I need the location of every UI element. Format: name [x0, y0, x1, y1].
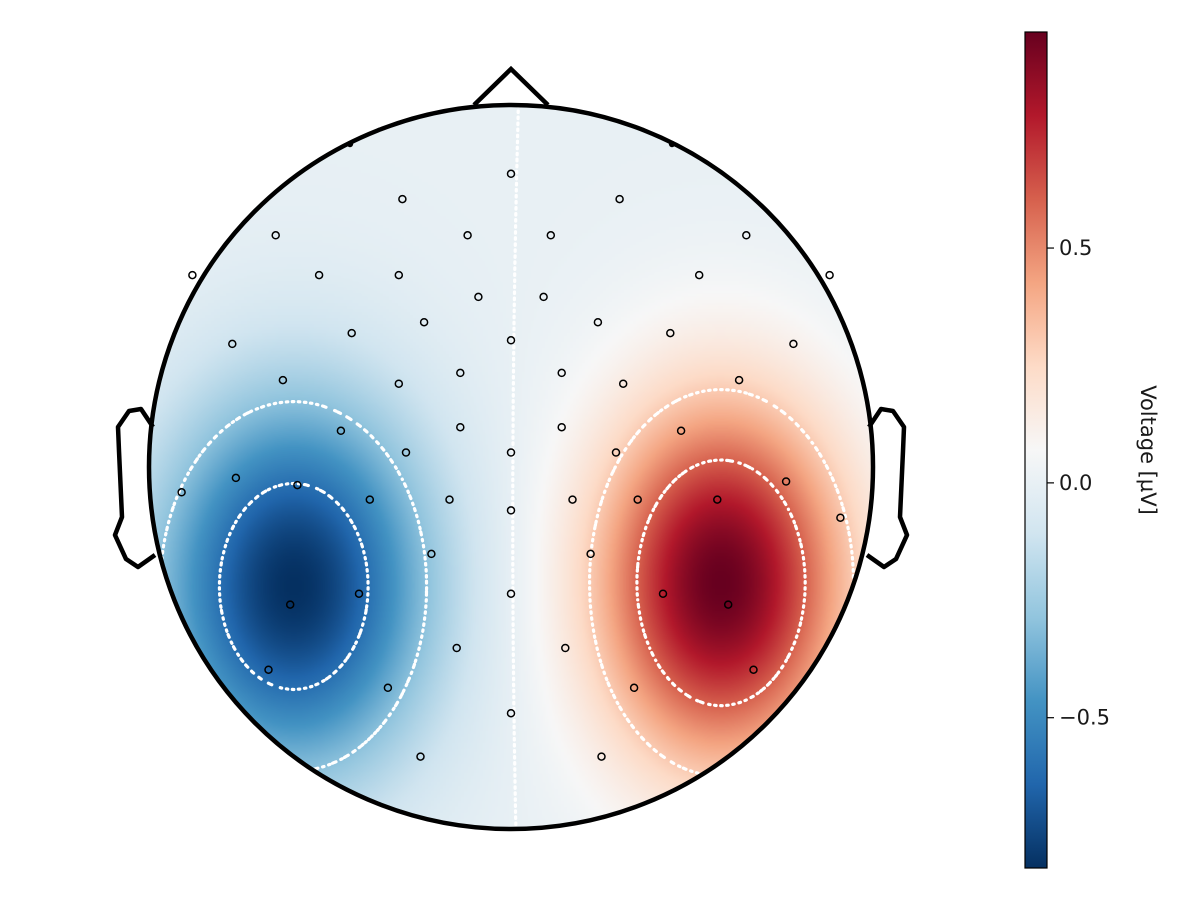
- electrode-marker: [561, 643, 570, 653]
- electrode-marker: [568, 495, 577, 504]
- electrode-marker: [271, 231, 280, 240]
- electrode-marker: [474, 292, 483, 302]
- electrode-marker: [506, 169, 516, 179]
- electrode-marker: [394, 270, 404, 280]
- electrode-marker: [347, 328, 356, 338]
- colorbar-tick-label: 0.0: [1059, 471, 1092, 495]
- electrode-marker: [615, 194, 624, 204]
- colorbar-gradient: [1025, 32, 1047, 868]
- electrode-marker: [452, 643, 461, 653]
- electrode-marker: [336, 426, 346, 436]
- electrode-marker: [836, 513, 845, 522]
- electrode-marker: [666, 328, 675, 338]
- electrode-marker: [723, 600, 733, 609]
- electrode-marker: [734, 375, 744, 385]
- colorbar: 0.5 0.0 −0.5 Voltage [µV]: [1024, 31, 1160, 869]
- electrode-marker: [546, 231, 556, 240]
- electrode-marker: [456, 422, 465, 432]
- electrode-marker: [506, 448, 516, 457]
- electrode-marker: [633, 495, 642, 504]
- colorbar-tick-label: 0.5: [1059, 236, 1092, 260]
- electrode-marker: [383, 683, 393, 693]
- electrode-marker: [713, 495, 722, 504]
- electrode-marker: [231, 473, 241, 483]
- electrode-marker: [658, 589, 668, 598]
- electrode-marker: [456, 368, 465, 378]
- electrode-marker: [394, 379, 404, 388]
- electrode-marker: [597, 752, 606, 761]
- electrode-marker: [419, 317, 429, 327]
- electrode-markers: [177, 169, 845, 761]
- electrode-marker: [506, 336, 516, 345]
- electrode-marker: [398, 194, 407, 204]
- electrode-marker: [506, 589, 516, 598]
- fiducial-right: [668, 140, 676, 148]
- electrode-marker: [506, 506, 516, 515]
- electrode-marker: [611, 448, 621, 457]
- electrode-marker: [177, 488, 186, 497]
- colorbar-frame: [1024, 31, 1048, 869]
- electrode-marker: [539, 292, 548, 302]
- electrode-marker: [416, 752, 425, 761]
- voltage-heatmap: [149, 105, 873, 829]
- electrode-marker: [825, 270, 834, 280]
- electrode-marker: [749, 665, 758, 674]
- electrode-marker: [586, 549, 595, 559]
- head-outline: [112, 65, 910, 832]
- electrode-marker: [506, 708, 516, 718]
- electrode-marker: [401, 448, 411, 457]
- colorbar-ticks: 0.5 0.0 −0.5: [1047, 236, 1110, 730]
- electrode-marker: [618, 379, 628, 388]
- electrode-marker: [285, 600, 295, 609]
- electrode-marker: [789, 339, 798, 349]
- electrode-marker: [676, 426, 686, 436]
- topomap-plot: [112, 65, 910, 832]
- electrode-marker: [694, 270, 704, 280]
- left-ear-outline: [112, 406, 157, 570]
- electrode-marker: [365, 495, 375, 504]
- right-ear-outline: [865, 406, 910, 570]
- electrode-marker: [742, 231, 751, 240]
- fiducial-left: [346, 140, 354, 148]
- electrode-marker: [278, 375, 288, 385]
- electrode-marker: [557, 368, 566, 378]
- electrode-marker: [314, 270, 324, 280]
- electrode-marker: [629, 683, 639, 693]
- colorbar-label: Voltage [µV]: [1136, 385, 1160, 515]
- electrode-marker: [293, 480, 302, 490]
- electrode-marker: [188, 270, 197, 280]
- contour-line-4: [635, 458, 807, 708]
- electrode-marker: [445, 495, 454, 504]
- electrode-marker: [228, 339, 237, 349]
- electrode-marker: [781, 477, 791, 486]
- electrode-marker: [427, 549, 436, 559]
- head-circle: [146, 102, 876, 832]
- electrode-marker: [593, 317, 603, 327]
- nose-outline: [472, 65, 550, 107]
- electrode-marker: [354, 589, 364, 598]
- electrode-marker: [557, 422, 566, 432]
- electrode-marker: [264, 665, 273, 674]
- colorbar-tick-label: −0.5: [1059, 706, 1110, 730]
- contour-line-0: [217, 481, 370, 692]
- electrode-marker: [463, 231, 472, 240]
